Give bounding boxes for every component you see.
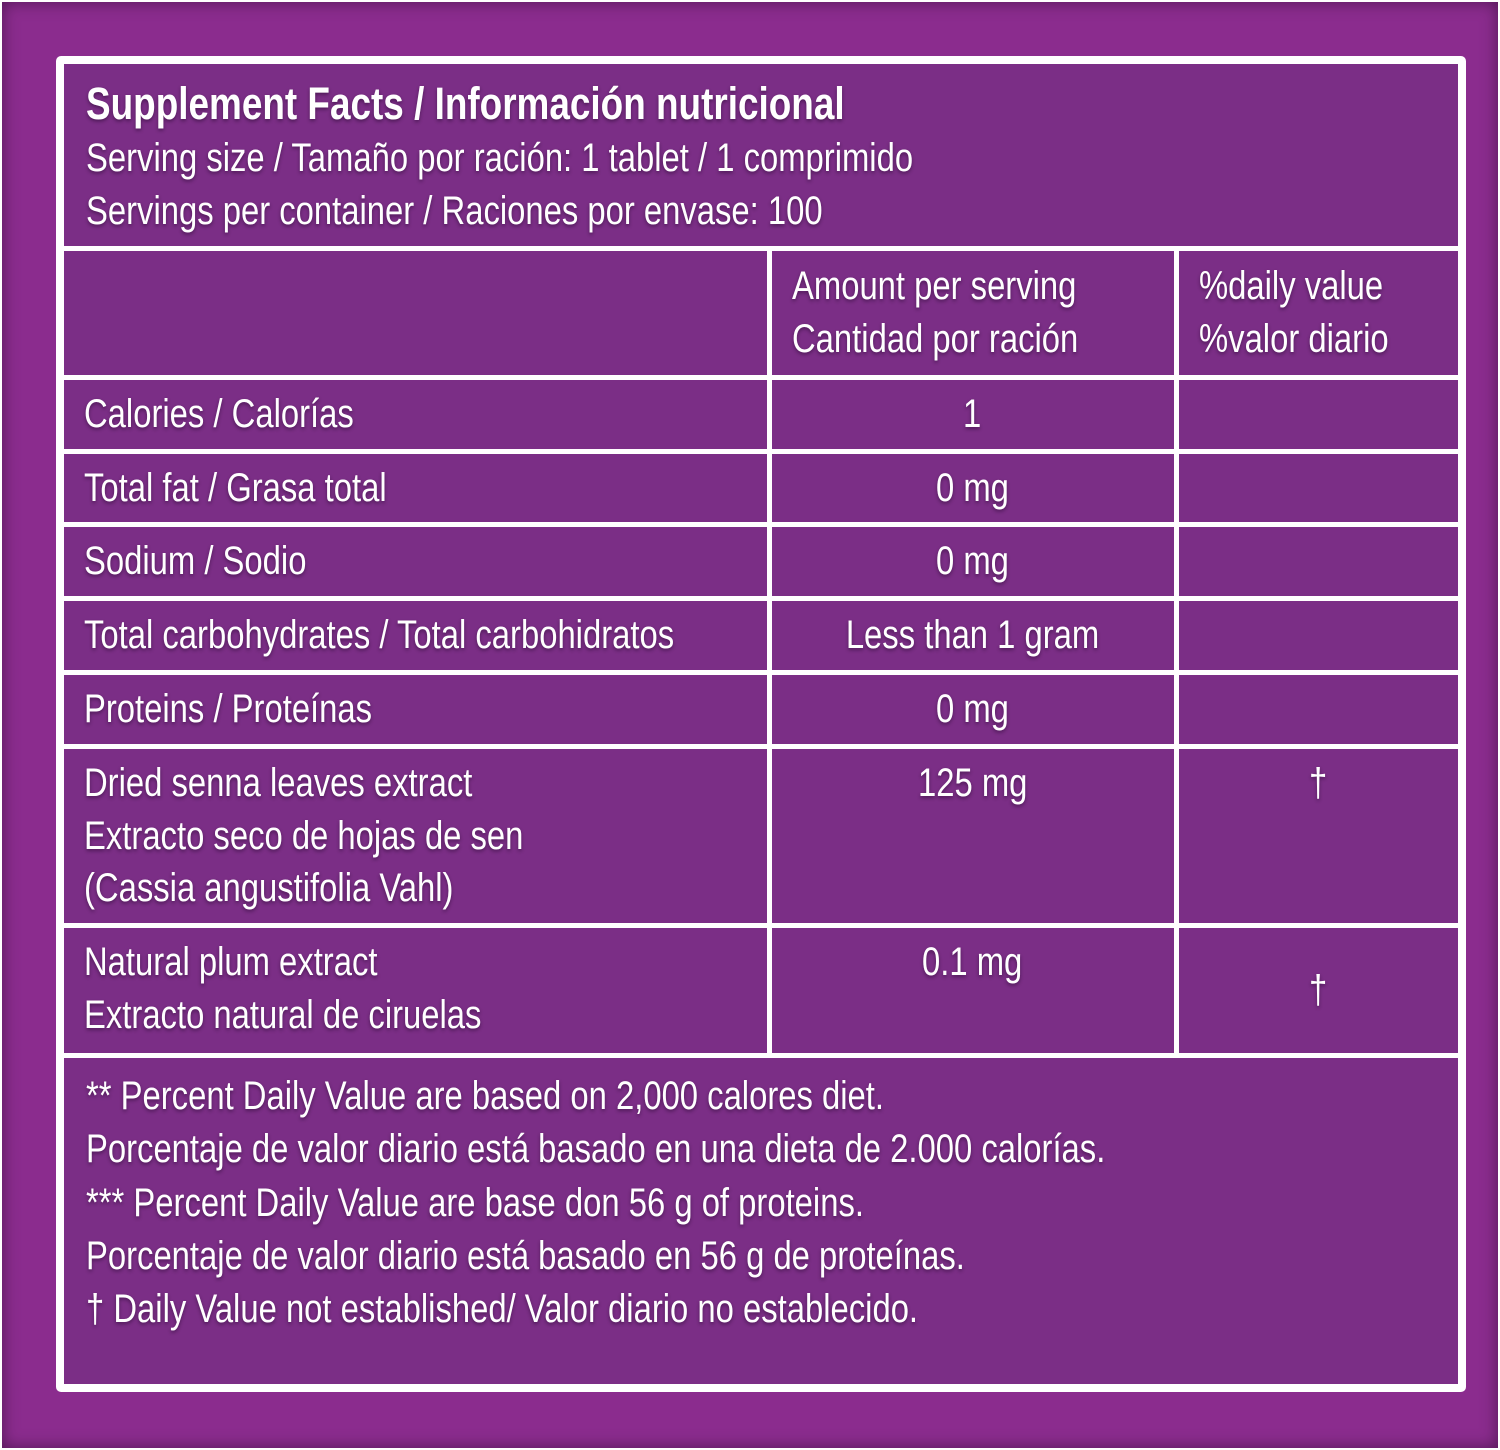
nutrient-name: Total fat / Grasa total [64,448,767,523]
servings-per-container-line: Servings per container / Raciones por en… [86,189,823,234]
nutrient-name: Proteins / Proteínas [64,670,767,744]
table-row-total-carbohydrates: Total carbohydrates / Total carbohidrato… [64,596,1458,671]
nutrient-daily-value [1173,670,1458,744]
col-header-daily-value: %daily value %valor diario [1173,250,1458,375]
col-header-amount: Amount per serving Cantidad por ración [766,250,1174,375]
nutrient-amount: 0 mg [766,522,1174,597]
header-block: Supplement Facts / Información nutricion… [64,64,1458,251]
nutrient-daily-value: † [1173,923,1458,1054]
table-row-proteins: Proteins / Proteínas 0 mg [64,670,1458,744]
nutrient-daily-value [1173,522,1458,597]
nutrient-name: Calories / Calorías [64,374,767,449]
nutrient-amount: 0 mg [766,448,1174,523]
nutrient-daily-value [1173,448,1458,523]
panel-title-text: Supplement Facts / Información nutricion… [86,78,845,129]
column-header-row: Amount per serving Cantidad por ración %… [64,250,1458,375]
footnotes-block: ** Percent Daily Value are based on 2,00… [64,1053,1458,1384]
table-row-senna-extract: Dried senna leaves extract Extracto seco… [64,743,1458,924]
nutrient-name: Total carbohydrates / Total carbohidrato… [64,596,767,670]
nutrient-amount: 0.1 mg [766,923,1174,1054]
supplement-facts-panel: Supplement Facts / Información nutricion… [56,56,1466,1392]
dagger-symbol: † [1309,968,1328,1013]
nutrient-daily-value: † [1173,743,1458,924]
nutrient-name: Natural plum extract Extracto natural de… [64,923,767,1053]
nutrient-amount: Less than 1 gram [766,596,1174,671]
nutrient-daily-value [1173,596,1458,671]
dagger-symbol: † [1309,760,1328,805]
serving-size-line: Serving size / Tamaño por ración: 1 tabl… [86,136,914,181]
nutrient-name: Sodium / Sodio [64,522,767,596]
table-row-plum-extract: Natural plum extract Extracto natural de… [64,923,1458,1054]
nutrient-daily-value [1173,374,1458,449]
panel-title: Supplement Facts / Información nutricion… [86,76,1436,132]
nutrient-amount: 0 mg [766,670,1174,744]
nutrient-amount: 1 [766,374,1174,449]
table-row-sodium: Sodium / Sodio 0 mg [64,522,1458,597]
footnotes-text: ** Percent Daily Value are based on 2,00… [86,1074,1106,1331]
nutrient-name: Dried senna leaves extract Extracto seco… [64,743,767,923]
table-row-total-fat: Total fat / Grasa total 0 mg [64,448,1458,523]
col-header-empty [64,251,767,375]
nutrient-amount: 125 mg [766,743,1174,924]
table-row-calories: Calories / Calorías 1 [64,374,1458,449]
